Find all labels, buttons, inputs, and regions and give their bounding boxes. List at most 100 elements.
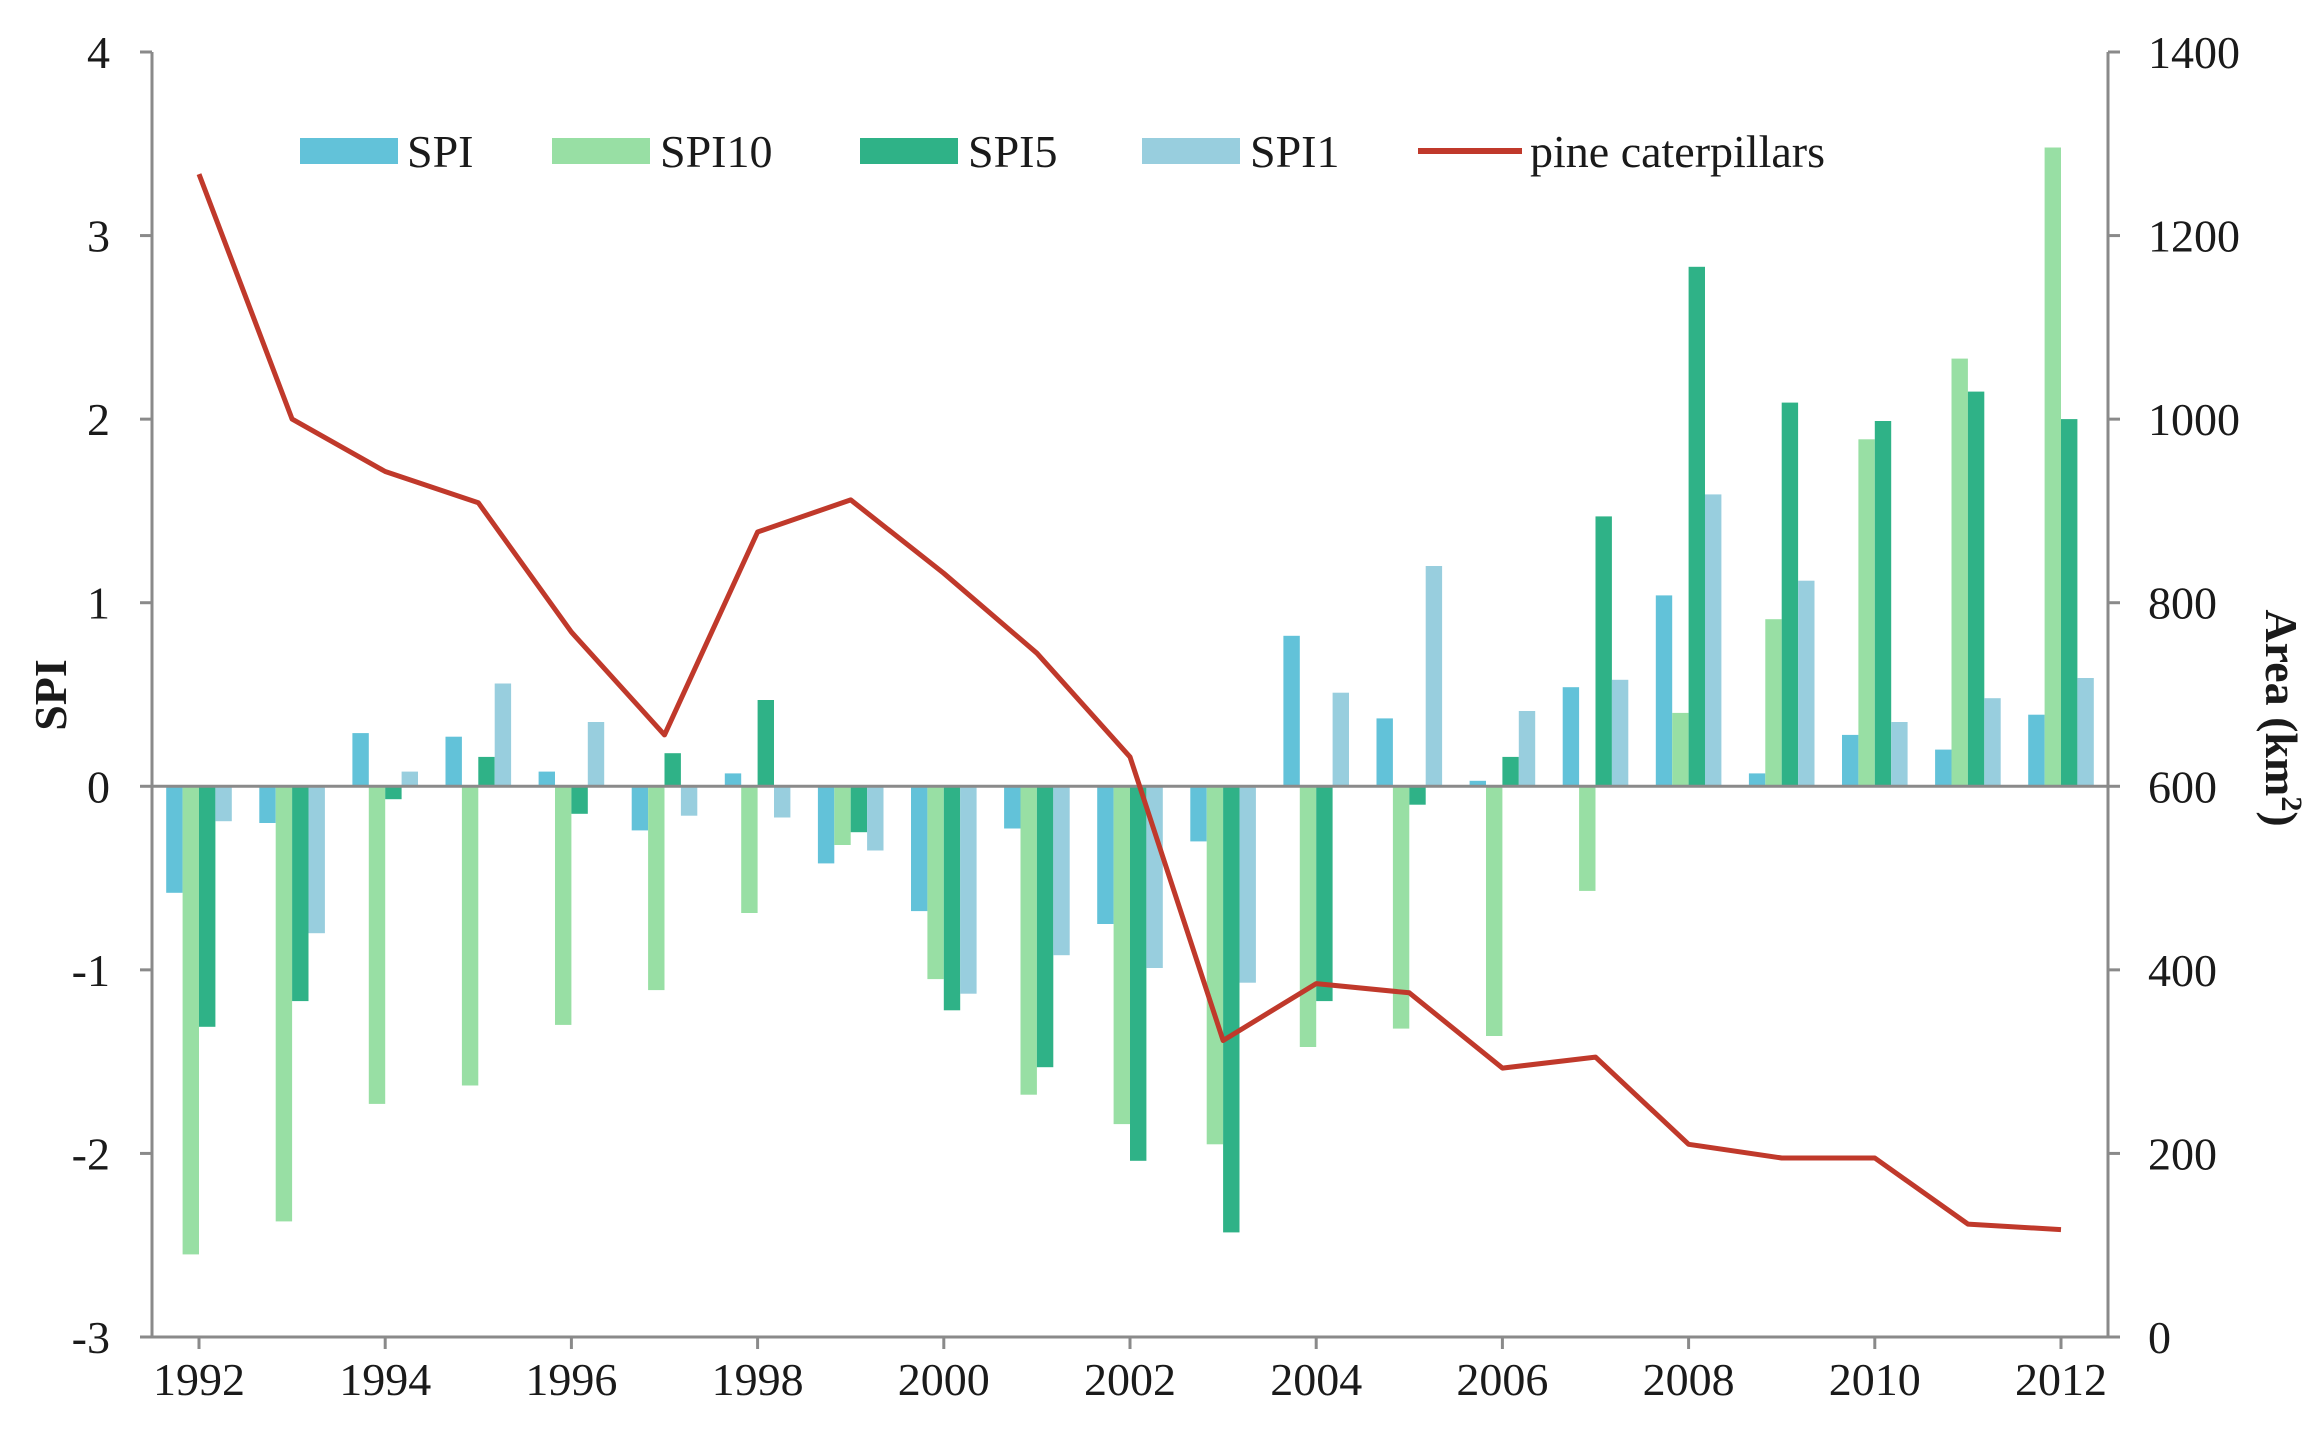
y-tick-label-4: 4 [87, 27, 110, 78]
y2-tick-label-800: 800 [2148, 578, 2217, 629]
bar-spi10-2011 [1951, 358, 1968, 787]
y2-axis-title: Area (km2) [2256, 609, 2309, 826]
bar-spi-1995 [445, 736, 462, 787]
bar-spi1-2000 [960, 786, 977, 994]
bar-spi-1996 [538, 771, 555, 787]
bar-spi5-2001 [1036, 786, 1054, 1068]
bar-spi-2005 [1376, 718, 1393, 787]
y-tick-label--2: -2 [72, 1128, 110, 1179]
y2-tick-label-0: 0 [2148, 1312, 2171, 1363]
bar-spi10-2012 [2044, 147, 2061, 787]
bar-spi5-1998 [757, 700, 774, 787]
bar-spi-2009 [1748, 773, 1766, 787]
bar-spi-2003 [1190, 786, 1207, 842]
bar-spi5-2003 [1223, 786, 1240, 1233]
bar-spi10-1992 [182, 786, 199, 1255]
bar-spi10-2001 [1020, 786, 1037, 1095]
bar-spi5-2012 [2061, 419, 2078, 787]
x-tick-label-2006: 2006 [1456, 1354, 1548, 1405]
y-tick-label-3: 3 [87, 211, 110, 262]
x-tick-label-1992: 1992 [153, 1354, 245, 1405]
legend-label-spi10: SPI10 [660, 126, 772, 177]
bar-spi5-2002 [1130, 786, 1147, 1161]
legend-label-spi: SPI [407, 126, 473, 177]
bar-spi10-2007 [1579, 786, 1596, 891]
x-tick-label-1996: 1996 [525, 1354, 617, 1405]
x-tick-label-2004: 2004 [1270, 1354, 1362, 1405]
x-tick-label-2002: 2002 [1084, 1354, 1176, 1405]
y2-axis-title-end: ) [2256, 811, 2307, 826]
x-tick-label-2000: 2000 [898, 1354, 990, 1405]
bar-spi-1992 [166, 786, 183, 893]
bar-spi1-2008 [1705, 494, 1722, 787]
bar-spi5-1996 [571, 786, 588, 814]
bar-spi1-2006 [1518, 711, 1536, 787]
bar-spi1-1995 [494, 683, 512, 787]
legend: SPI SPI10 SPI5 SPI1 pine caterpillars [300, 126, 1825, 177]
y2-tick-label-1200: 1200 [2148, 211, 2240, 262]
line-series-group [196, 173, 2062, 1233]
bar-spi1-1999 [867, 786, 884, 851]
axis-ticks: 43210-1-2-314001200100080060040020001992… [72, 27, 2240, 1405]
bar-spi-2004 [1283, 635, 1300, 787]
y2-axis-title-sup: 2 [2276, 796, 2309, 811]
bar-spi1-2007 [1611, 679, 1629, 787]
y-tick-label--3: -3 [72, 1312, 110, 1363]
bar-spi1-2010 [1891, 722, 1908, 787]
bar-spi1-1992 [215, 786, 232, 822]
bar-spi5-1995 [478, 756, 495, 787]
bar-spi1-2001 [1053, 786, 1070, 956]
bar-spi1-1993 [308, 786, 325, 934]
bar-spi1-1994 [401, 771, 418, 787]
bar-spi1-2002 [1146, 786, 1163, 968]
bar-spi-1997 [631, 786, 649, 831]
bar-spi5-2006 [1502, 756, 1519, 787]
bar-spi10-2006 [1486, 786, 1503, 1036]
line-pine-caterpillars [196, 173, 2062, 1233]
bar-spi-2010 [1842, 734, 1859, 787]
bar-spi10-2005 [1392, 786, 1410, 1029]
bar-spi-2007 [1562, 687, 1580, 787]
bar-spi5-2000 [943, 786, 961, 1011]
legend-label-pine-caterpillars: pine caterpillars [1530, 126, 1825, 177]
bar-spi5-2008 [1688, 266, 1705, 787]
y-tick-label-0: 0 [87, 761, 110, 812]
bar-spi5-1993 [292, 786, 309, 1002]
bar-spi10-2010 [1858, 439, 1875, 787]
bar-spi10-1993 [275, 786, 293, 1222]
bar-spi-2000 [911, 786, 928, 912]
bar-spi-1994 [352, 733, 369, 787]
y-tick-label--1: -1 [72, 945, 110, 996]
x-tick-label-2008: 2008 [1643, 1354, 1735, 1405]
x-tick-label-2010: 2010 [1829, 1354, 1921, 1405]
bar-spi1-2012 [2077, 678, 2094, 787]
bar-spi-2006 [1469, 780, 1486, 787]
bar-spi1-2011 [1984, 698, 2001, 787]
bar-spi1-2004 [1332, 692, 1349, 787]
bar-spi10-1995 [461, 786, 479, 1086]
bar-spi10-2004 [1299, 786, 1317, 1047]
bar-spi10-2002 [1113, 786, 1130, 1125]
bar-spi1-2009 [1798, 580, 1815, 787]
bar-spi10-1998 [741, 786, 758, 913]
bar-spi5-1994 [385, 786, 402, 800]
bar-spi-1999 [817, 786, 835, 864]
y2-tick-label-1000: 1000 [2148, 394, 2240, 445]
bar-spi10-1996 [555, 786, 572, 1025]
y2-tick-label-600: 600 [2148, 761, 2217, 812]
bar-spi10-2000 [927, 786, 944, 980]
bar-spi1-2003 [1239, 786, 1256, 983]
legend-swatch-spi1 [1142, 138, 1240, 164]
y-axis-title: SPI [25, 659, 76, 731]
bar-spi10-2008 [1672, 712, 1689, 787]
bar-spi10-2009 [1765, 619, 1782, 787]
bar-spi5-1999 [850, 786, 868, 833]
y2-tick-label-1400: 1400 [2148, 27, 2240, 78]
bar-spi10-2003 [1206, 786, 1224, 1145]
bar-spi5-2005 [1409, 786, 1426, 805]
y2-tick-label-400: 400 [2148, 945, 2217, 996]
bar-spi-2002 [1097, 786, 1114, 924]
bar-spi5-2007 [1595, 516, 1612, 787]
bar-series-group [152, 147, 2108, 1255]
bar-spi1-1998 [774, 786, 791, 818]
